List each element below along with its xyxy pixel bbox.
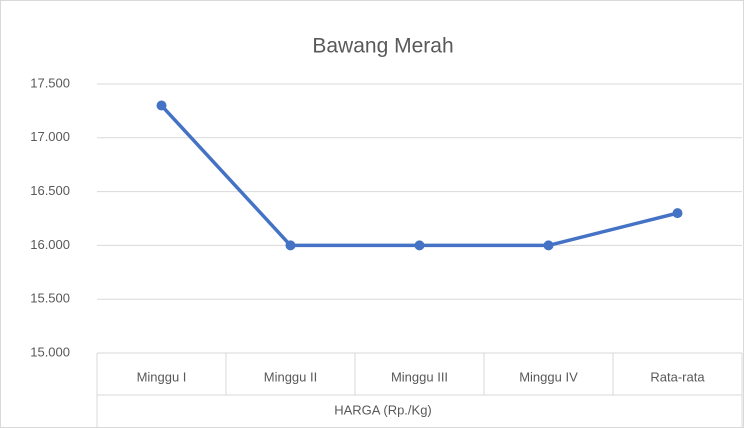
x-axis-label: HARGA (Rp./Kg) xyxy=(334,402,432,417)
x-tick-label: Minggu II xyxy=(264,369,317,384)
data-point xyxy=(672,208,683,219)
x-tick-label: Minggu I xyxy=(137,369,187,384)
y-tick-label: 17.500 xyxy=(30,75,70,90)
y-tick-label: 15.500 xyxy=(30,291,70,306)
y-tick-label: 16.500 xyxy=(30,183,70,198)
data-point xyxy=(285,240,296,251)
x-tick-label: Rata-rata xyxy=(650,369,705,384)
y-tick-label: 16.000 xyxy=(30,237,70,252)
chart-title: Bawang Merah xyxy=(312,35,453,58)
y-tick-label: 15.000 xyxy=(30,344,70,359)
x-tick-label: Minggu IV xyxy=(519,369,578,384)
x-tick-label: Minggu III xyxy=(391,369,448,384)
data-point xyxy=(414,240,425,251)
data-point xyxy=(156,100,167,111)
data-point xyxy=(543,240,554,251)
y-tick-label: 17.000 xyxy=(30,129,70,144)
